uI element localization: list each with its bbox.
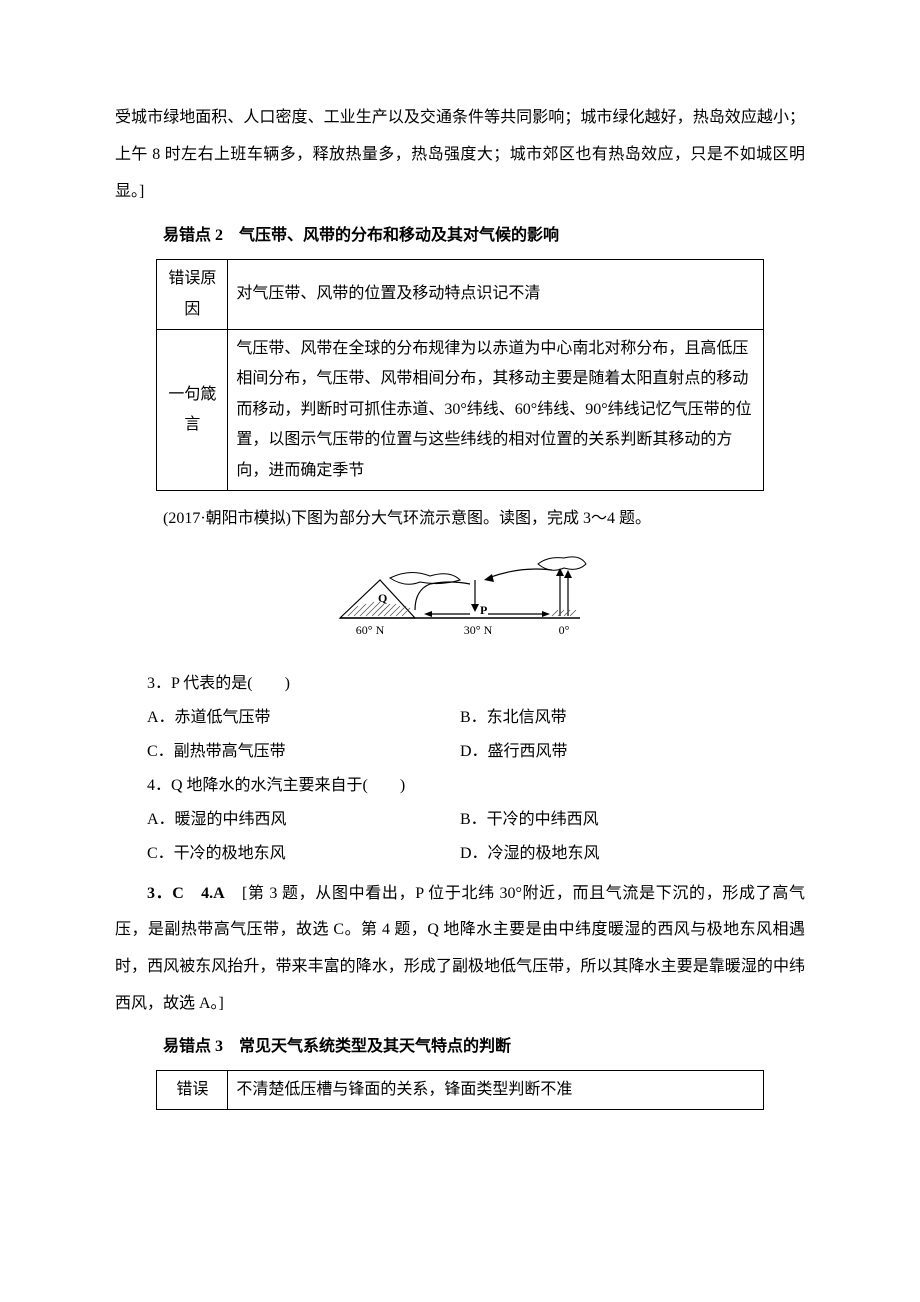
q4-opt-b: B．干冷的中纬西风 xyxy=(460,804,805,836)
circulation-diagram: Q P 60° N 30° N 0° xyxy=(115,550,805,660)
intro-paragraph: 受城市绿地面积、人口密度、工业生产以及交通条件等共同影响；城市绿化越好，热岛效应… xyxy=(115,100,805,210)
q3-stem: 3．P 代表的是( ) xyxy=(115,668,805,700)
q4-opt-a: A．暖湿的中纬西风 xyxy=(115,804,460,836)
answer-head: 3．C 4.A xyxy=(147,885,225,902)
q4-options-row2: C．干冷的极地东风 D．冷湿的极地东风 xyxy=(115,838,805,870)
diagram-p-label: P xyxy=(480,603,487,617)
cell-text-3: 不清楚低压槽与锋面的关系，锋面类型判断不准 xyxy=(228,1070,763,1109)
q4-opt-d: D．冷湿的极地东风 xyxy=(460,838,805,870)
diagram-q-label: Q xyxy=(378,591,387,605)
table-section-2: 错误原因 对气压带、风带的位置及移动特点识记不清 一句箴言 气压带、风带在全球的… xyxy=(156,259,763,491)
answer-body: [第 3 题，从图中看出，P 位于北纬 30°附近，而且气流是下沉的，形成了高气… xyxy=(115,885,805,1012)
x-label-0: 0° xyxy=(559,623,570,637)
cell-text-1: 对气压带、风带的位置及移动特点识记不清 xyxy=(228,260,763,330)
q3-options-row2: C．副热带高气压带 D．盛行西风带 xyxy=(115,736,805,768)
table-section-3: 错误 不清楚低压槽与锋面的关系，锋面类型判断不准 xyxy=(156,1070,763,1110)
exam-intro: (2017·朝阳市模拟)下图为部分大气环流示意图。读图，完成 3～4 题。 xyxy=(115,501,805,538)
q3-opt-d: D．盛行西风带 xyxy=(460,736,805,768)
section-2-title: 易错点 2 气压带、风带的分布和移动及其对气候的影响 xyxy=(115,218,805,255)
q4-opt-c: C．干冷的极地东风 xyxy=(115,838,460,870)
q3-options-row1: A．赤道低气压带 B．东北信风带 xyxy=(115,702,805,734)
answer-block: 3．C 4.A [第 3 题，从图中看出，P 位于北纬 30°附近，而且气流是下… xyxy=(115,876,805,1023)
q4-options-row1: A．暖湿的中纬西风 B．干冷的中纬西风 xyxy=(115,804,805,836)
table-row: 错误 不清楚低压槽与锋面的关系，锋面类型判断不准 xyxy=(157,1070,763,1109)
q4-stem: 4．Q 地降水的水汽主要来自于( ) xyxy=(115,770,805,802)
table-row: 一句箴言 气压带、风带在全球的分布规律为以赤道为中心南北对称分布，且高低压相间分… xyxy=(157,329,763,490)
x-label-60: 60° N xyxy=(356,623,385,637)
q3-opt-a: A．赤道低气压带 xyxy=(115,702,460,734)
cell-text-2: 气压带、风带在全球的分布规律为以赤道为中心南北对称分布，且高低压相间分布，气压带… xyxy=(228,329,763,490)
q3-opt-c: C．副热带高气压带 xyxy=(115,736,460,768)
x-label-30: 30° N xyxy=(464,623,493,637)
table-row: 错误原因 对气压带、风带的位置及移动特点识记不清 xyxy=(157,260,763,330)
cell-label-3: 错误 xyxy=(157,1070,228,1109)
cell-label-1: 错误原因 xyxy=(157,260,228,330)
cell-label-2: 一句箴言 xyxy=(157,329,228,490)
q3-opt-b: B．东北信风带 xyxy=(460,702,805,734)
section-3-title: 易错点 3 常见天气系统类型及其天气特点的判断 xyxy=(115,1029,805,1066)
